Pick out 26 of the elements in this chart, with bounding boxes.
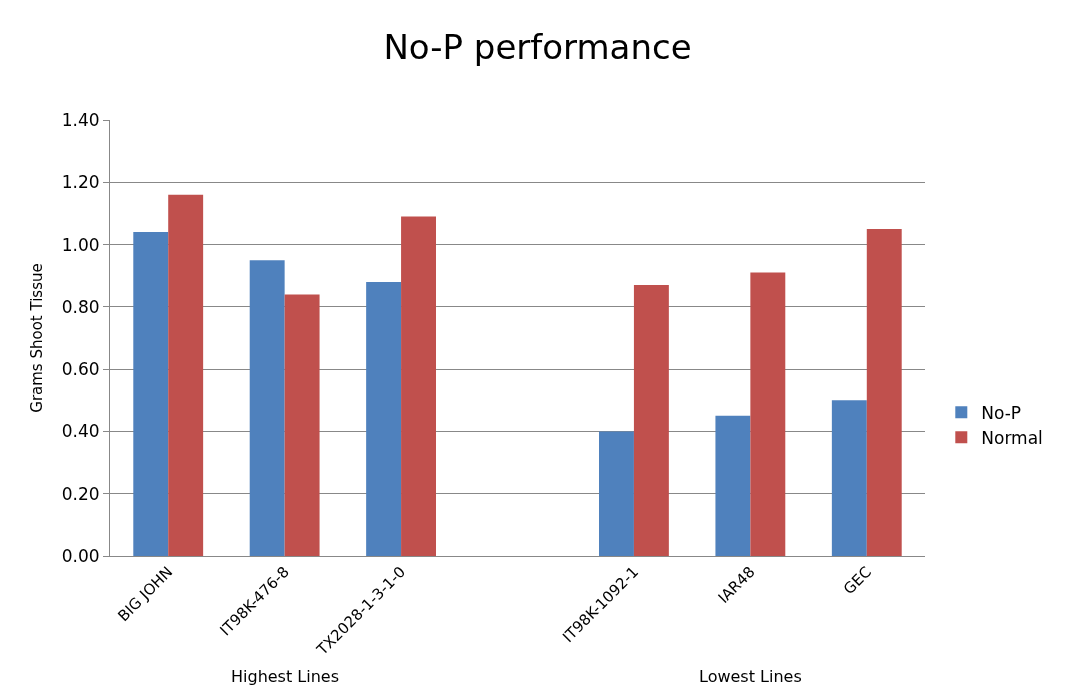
bar — [633, 285, 669, 556]
y-tick-label: 1.20 — [61, 172, 100, 193]
bar — [366, 281, 402, 556]
y-tick-label: 0.40 — [61, 421, 100, 442]
bar — [133, 232, 169, 556]
y-tick-label: 0.20 — [61, 483, 100, 504]
y-tick-label: 0.80 — [61, 296, 100, 317]
bar — [401, 216, 436, 556]
bar — [599, 431, 634, 556]
legend-label: No-P — [981, 402, 1022, 423]
bar — [866, 229, 902, 556]
bar — [249, 260, 285, 556]
y-tick-label: 1.00 — [61, 234, 100, 255]
y-tick-label: 1.40 — [61, 109, 100, 130]
text: Lowest Lines — [699, 667, 802, 686]
text: Highest Lines — [231, 667, 339, 686]
y-tick-label: 0.00 — [61, 545, 100, 566]
bar — [715, 415, 751, 556]
bar — [831, 400, 867, 556]
bar — [750, 272, 786, 556]
chart-title: No-P performance — [383, 26, 692, 67]
bar — [168, 194, 204, 556]
bar — [284, 294, 320, 556]
legend-label: Normal — [981, 427, 1043, 448]
y-axis-title: Grams Shoot Tissue — [27, 263, 46, 413]
y-tick-label: 0.60 — [61, 359, 100, 380]
